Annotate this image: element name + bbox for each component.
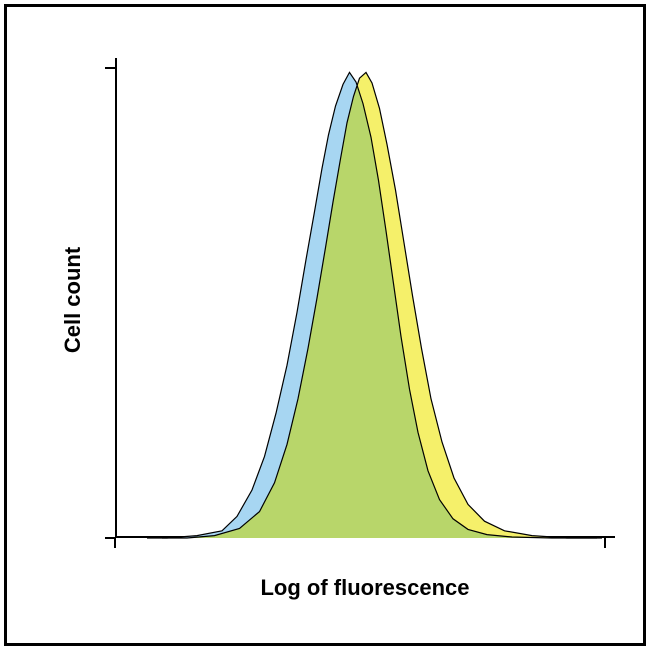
x-axis-label: Log of fluorescence	[115, 575, 615, 601]
plot-area	[115, 58, 615, 538]
y-tick	[105, 67, 115, 69]
y-axis-label: Cell count	[60, 247, 86, 353]
x-tick	[604, 538, 606, 548]
histogram-svg	[117, 58, 617, 538]
x-tick	[114, 538, 116, 548]
y-tick	[105, 537, 115, 539]
